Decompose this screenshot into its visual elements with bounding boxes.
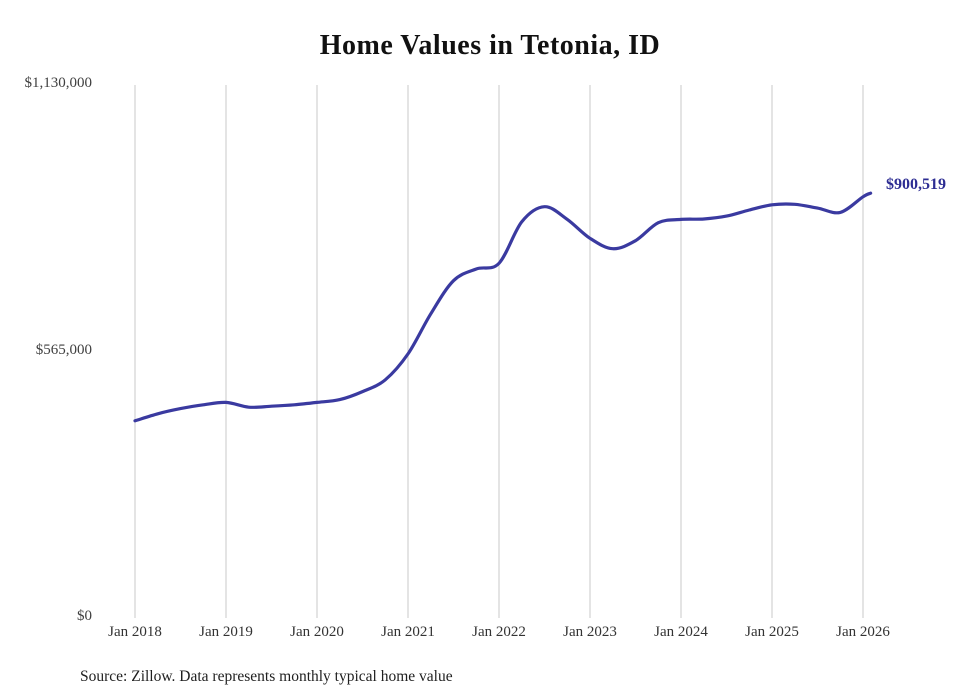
- y-axis-label: $565,000: [35, 341, 92, 358]
- x-axis-label: Jan 2019: [199, 624, 253, 640]
- x-axis-label: Jan 2025: [745, 624, 799, 640]
- y-axis-label: $1,130,000: [24, 75, 93, 91]
- x-axis-label: Jan 2026: [836, 624, 890, 640]
- source-note: Source: Zillow. Data represents monthly …: [80, 668, 453, 685]
- x-axis-label: Jan 2020: [290, 624, 344, 640]
- x-axis-label: Jan 2023: [563, 624, 617, 640]
- y-axis-label: $0: [77, 608, 92, 624]
- gridlines: [134, 85, 864, 618]
- x-axis-label: Jan 2021: [381, 624, 435, 640]
- x-axis-label: Jan 2022: [472, 624, 526, 640]
- chart-title: Home Values in Tetonia, ID: [319, 30, 661, 61]
- home-value-line: [133, 191, 873, 423]
- x-axis-label: Jan 2024: [654, 624, 708, 640]
- x-axis-label: Jan 2018: [108, 624, 162, 640]
- latest-value-label: $900,519: [886, 176, 946, 193]
